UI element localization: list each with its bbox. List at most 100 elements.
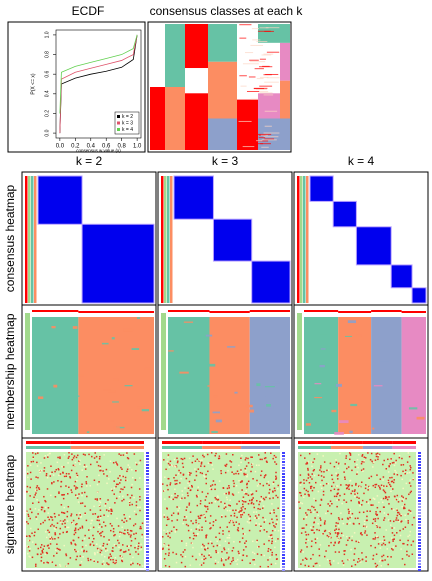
y-axis-label: P(X <= x) xyxy=(30,73,36,94)
signature-cell xyxy=(397,511,400,514)
signature-cell xyxy=(197,489,199,492)
signature-row-anno xyxy=(146,566,149,568)
signature-cell xyxy=(34,489,37,491)
membership-noise xyxy=(372,427,375,430)
signature-cell xyxy=(225,463,228,466)
signature-cell xyxy=(401,505,403,508)
signature-cell xyxy=(226,498,228,501)
signature-cell xyxy=(376,452,379,455)
signature-cell xyxy=(138,563,140,566)
signature-cell xyxy=(182,466,185,468)
signature-cell xyxy=(353,559,355,561)
signature-cell xyxy=(203,456,205,458)
signature-cell xyxy=(176,496,178,499)
signature-cell xyxy=(35,489,38,492)
signature-cell xyxy=(232,547,235,549)
signature-cell xyxy=(48,534,50,536)
signature-cell xyxy=(109,522,112,525)
signature-cell xyxy=(106,475,108,477)
signature-cell xyxy=(322,490,325,493)
signature-cell xyxy=(226,552,228,554)
signature-cell xyxy=(168,552,170,554)
signature-cell xyxy=(410,490,413,493)
signature-cell xyxy=(85,481,87,483)
signature-cell xyxy=(322,455,324,457)
signature-cell xyxy=(77,528,80,531)
signature-cell xyxy=(303,527,305,529)
membership-noise xyxy=(318,417,328,420)
signature-cell xyxy=(89,485,92,487)
membership-noise xyxy=(112,401,119,403)
signature-cell xyxy=(26,471,29,473)
membership-bar xyxy=(304,310,339,312)
signature-cell xyxy=(65,553,67,555)
signature-cell xyxy=(45,474,48,477)
signature-cell xyxy=(354,563,357,566)
class-stripe xyxy=(250,44,264,46)
signature-cell xyxy=(51,561,54,563)
signature-cell xyxy=(316,453,319,455)
signature-cell xyxy=(246,520,249,523)
signature-cell xyxy=(133,496,135,499)
signature-cell xyxy=(204,453,206,455)
signature-cell xyxy=(121,557,124,560)
consensus-block xyxy=(251,260,291,304)
signature-cell xyxy=(258,514,260,516)
signature-cell xyxy=(104,555,106,558)
signature-cell xyxy=(49,538,51,540)
signature-cell xyxy=(110,555,112,557)
class-stripe xyxy=(261,146,269,148)
signature-cell xyxy=(375,524,378,527)
signature-cell xyxy=(32,452,34,454)
signature-cell xyxy=(95,455,98,458)
signature-cell xyxy=(310,487,312,490)
signature-cell xyxy=(240,457,242,460)
signature-cell xyxy=(210,488,213,491)
signature-cell xyxy=(137,553,140,555)
signature-cell xyxy=(386,514,388,516)
class-stripe xyxy=(246,90,260,92)
signature-row-anno xyxy=(418,458,421,460)
signature-cell xyxy=(135,544,138,547)
membership-noise xyxy=(213,395,218,398)
signature-cell xyxy=(40,556,43,559)
signature-cell xyxy=(173,477,175,479)
signature-cell xyxy=(204,516,206,519)
signature-cell xyxy=(141,536,143,538)
signature-cell xyxy=(169,464,171,466)
signature-cell xyxy=(233,482,235,485)
signature-cell xyxy=(308,482,311,484)
signature-cell xyxy=(382,554,385,557)
signature-cell xyxy=(243,511,245,514)
signature-cell xyxy=(367,489,369,491)
signature-cell xyxy=(128,500,131,503)
signature-cell xyxy=(139,506,141,509)
signature-cell xyxy=(389,520,392,522)
signature-cell xyxy=(244,507,246,510)
signature-cell xyxy=(409,510,412,512)
annotation-strip xyxy=(297,176,300,303)
signature-cell xyxy=(349,522,351,524)
signature-cell xyxy=(228,485,230,487)
signature-cell xyxy=(214,559,217,562)
signature-cell xyxy=(374,538,376,540)
signature-cell xyxy=(126,457,129,459)
signature-cell xyxy=(228,521,231,524)
signature-cell xyxy=(71,453,73,455)
signature-cell xyxy=(260,525,262,528)
signature-cell xyxy=(98,504,101,507)
annotation-strip xyxy=(306,176,309,303)
signature-cell xyxy=(309,476,312,478)
signature-cell xyxy=(338,518,341,521)
signature-cell xyxy=(47,512,49,514)
signature-cell xyxy=(210,527,212,529)
signature-cell xyxy=(381,501,384,504)
signature-cell xyxy=(205,505,207,508)
signature-cell xyxy=(133,510,136,513)
signature-cell xyxy=(98,458,101,460)
signature-cell xyxy=(195,470,198,473)
signature-cell xyxy=(66,530,68,533)
signature-cell xyxy=(40,469,43,472)
signature-cell xyxy=(370,475,373,478)
signature-cell xyxy=(392,540,394,542)
